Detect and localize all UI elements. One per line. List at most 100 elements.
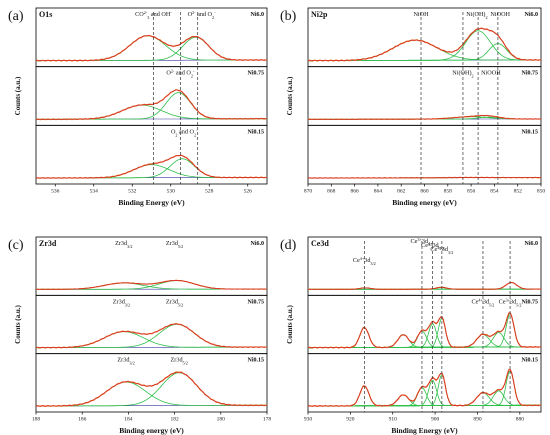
component-peak [308, 282, 541, 290]
fit-envelope [308, 369, 541, 407]
peak-annotation: Ce3+3d5/2 [499, 297, 522, 307]
peak-annotation: NiOOH [490, 11, 510, 18]
component-peak [36, 158, 267, 179]
component-peak [36, 164, 267, 179]
peak-annotation: Ce4+3d3/2 [421, 241, 444, 251]
sample-label: Ni6.0 [525, 241, 539, 247]
stack-frame [307, 353, 542, 413]
component-peak [308, 394, 541, 407]
x-tick-label: 856 [467, 189, 476, 195]
x-tick-label: 852 [514, 189, 523, 195]
stack-frame [307, 294, 542, 355]
x-tick-label: 526 [244, 189, 253, 195]
y-axis-label: Counts (a.u.) [286, 76, 294, 115]
sample-label: Ni6.0 [525, 12, 539, 18]
stack-Ni0.15: Ni0.15 O2 and O2- [35, 124, 268, 185]
stack-frame [35, 124, 268, 185]
y-axis-label: Counts (a.u.) [14, 76, 22, 115]
x-tick-label: 858 [444, 189, 453, 195]
fit-envelope [308, 176, 541, 179]
x-tick-label: 186 [78, 417, 87, 423]
x-tick-label: 536 [51, 189, 60, 195]
component-peak [308, 390, 541, 407]
peak-annotation: Zr3d5/2 [166, 240, 183, 249]
sample-label: Ni0.75 [522, 71, 539, 77]
component-peak [308, 370, 541, 407]
component-peak [308, 330, 541, 349]
peak-annotation: Zr3d5/2 [171, 357, 188, 366]
x-tick-label: 188 [32, 417, 41, 423]
x-tick-label: 178 [263, 417, 272, 423]
peak-annotation: O2 and O2- [171, 127, 198, 137]
peak-annotation: Ce4+3d3/2 [430, 245, 453, 255]
peak-annotation: O2- and O2- [188, 10, 217, 20]
raw-spectrum [307, 282, 542, 291]
sample-label: Ni0.75 [522, 299, 539, 305]
peak-annotation: NiOOH [481, 70, 501, 77]
stack-Ni0.15: Ni0.15 [307, 124, 542, 185]
stack-frame [35, 353, 268, 413]
stack-Ni6.0: Ni6.0 CO2-3 and OH- O2- and O2- [35, 7, 268, 68]
x-tick-label: 860 [420, 189, 429, 195]
x-tick-label: 910 [389, 417, 398, 423]
peak-annotation: Ni(OH)2 [452, 70, 473, 79]
stack-Ni0.15: Ni0.15 [307, 353, 542, 413]
peak-annotation: Ce4+3d5/2 [472, 297, 495, 307]
x-tick-label: 900 [431, 417, 440, 423]
peak-annotation: Ni(OH)2 [466, 11, 487, 20]
stack-Ni0.75: Ni0.75 O2- and O2- [35, 66, 268, 126]
sample-label: Ni0.75 [248, 71, 265, 77]
peak-annotation: Ce4+3d3/2 [353, 256, 376, 266]
peak-annotation: CO2-3 and OH- [135, 10, 172, 20]
fit-envelope [308, 282, 541, 290]
panel-title: Zr3d [39, 239, 57, 248]
x-tick-label: 868 [327, 189, 336, 195]
fit-envelope [36, 154, 267, 179]
component-peak [36, 372, 267, 407]
panel-4: Ni6.0Ce4+3d3/2Ce3+3d3/2Ce4+3d3/2Ce4+3d3/… [280, 237, 542, 435]
panel-letter: (c) [8, 238, 24, 253]
fit-envelope [36, 89, 267, 120]
x-tick-label: 184 [124, 417, 133, 423]
raw-spectrum [35, 371, 268, 408]
panel-letter: (a) [8, 9, 24, 24]
x-tick-label: 862 [397, 189, 406, 195]
x-tick-label: 864 [374, 189, 383, 195]
component-peak [36, 92, 267, 120]
component-peak [36, 35, 267, 62]
fit-envelope [36, 323, 267, 349]
panel-title: Ni2p [311, 10, 328, 19]
x-axis-label: Binding Energy (eV) [391, 426, 458, 435]
component-peak [36, 280, 267, 290]
stack-Ni0.15: Ni0.15 Zr3d3/2 Zr3d5/2 [35, 353, 268, 413]
x-axis-label: Binding energy (eV) [119, 426, 184, 435]
stack-Ni0.75: Ni0.75 Ce4+3d5/2 Ce3+3d5/2 [307, 294, 542, 355]
component-peak [36, 104, 267, 120]
fit-envelope [36, 371, 267, 407]
component-peak [308, 332, 541, 349]
sample-label: Ni6.0 [251, 12, 265, 18]
fit-envelope [308, 115, 541, 120]
raw-spectrum [35, 279, 268, 291]
x-tick-label: 532 [128, 189, 137, 195]
x-tick-label: 890 [473, 417, 482, 423]
peak-annotation: Zr3d3/2 [117, 357, 134, 366]
x-tick-label: 854 [490, 189, 499, 195]
sample-label: Ni0.15 [522, 129, 539, 135]
stack-Ni0.75: Ni0.75 Ni(OH)2 NiOOH [307, 66, 542, 126]
x-axis-label: Binding energy (eV) [392, 198, 457, 207]
panel-1: Ni6.0 CO2-3 and OH- O2- and O2- Ni0.75 O2- a… [8, 7, 268, 207]
fit-envelope [308, 28, 541, 62]
peak-annotation: Zr3d5/2 [166, 298, 183, 307]
raw-spectrum [35, 154, 268, 179]
sample-label: Ni0.15 [248, 358, 265, 364]
x-tick-label: 180 [217, 417, 226, 423]
x-tick-label: 920 [346, 417, 355, 423]
stack-frame [307, 66, 542, 126]
fit-envelope [36, 35, 267, 62]
raw-spectrum [35, 322, 268, 349]
peak-annotation: O2- and O2- [166, 68, 195, 78]
